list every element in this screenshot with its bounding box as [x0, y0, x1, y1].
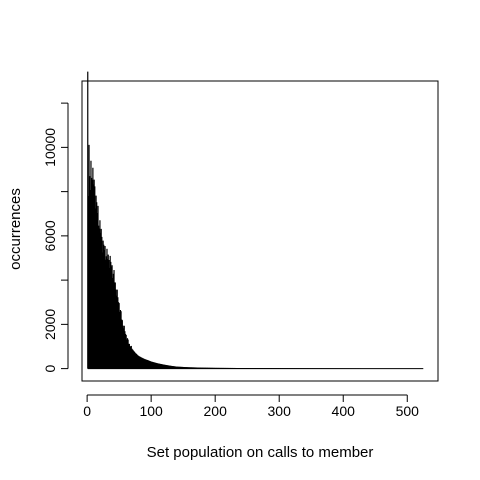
x-tick-label: 200 [204, 403, 228, 419]
y-tick-label: 2000 [42, 309, 58, 340]
x-axis-label: Set population on calls to member [147, 444, 374, 461]
x-axis: 0 100 200 300 400 500 [83, 394, 420, 419]
y-tick-label: 10000 [42, 128, 58, 167]
x-tick-label: 500 [396, 403, 420, 419]
x-tick-label: 100 [139, 403, 163, 419]
histogram-bars [87, 71, 424, 370]
y-axis: 0 2000 6000 10000 [42, 102, 69, 373]
y-tick-label: 6000 [42, 220, 58, 251]
y-tick-label: 0 [42, 365, 58, 373]
plot-frame [81, 80, 439, 382]
x-tick-label: 0 [83, 403, 91, 419]
x-tick-label: 300 [268, 403, 292, 419]
y-axis-label: occurrences [7, 188, 24, 270]
x-tick-label: 400 [332, 403, 356, 419]
